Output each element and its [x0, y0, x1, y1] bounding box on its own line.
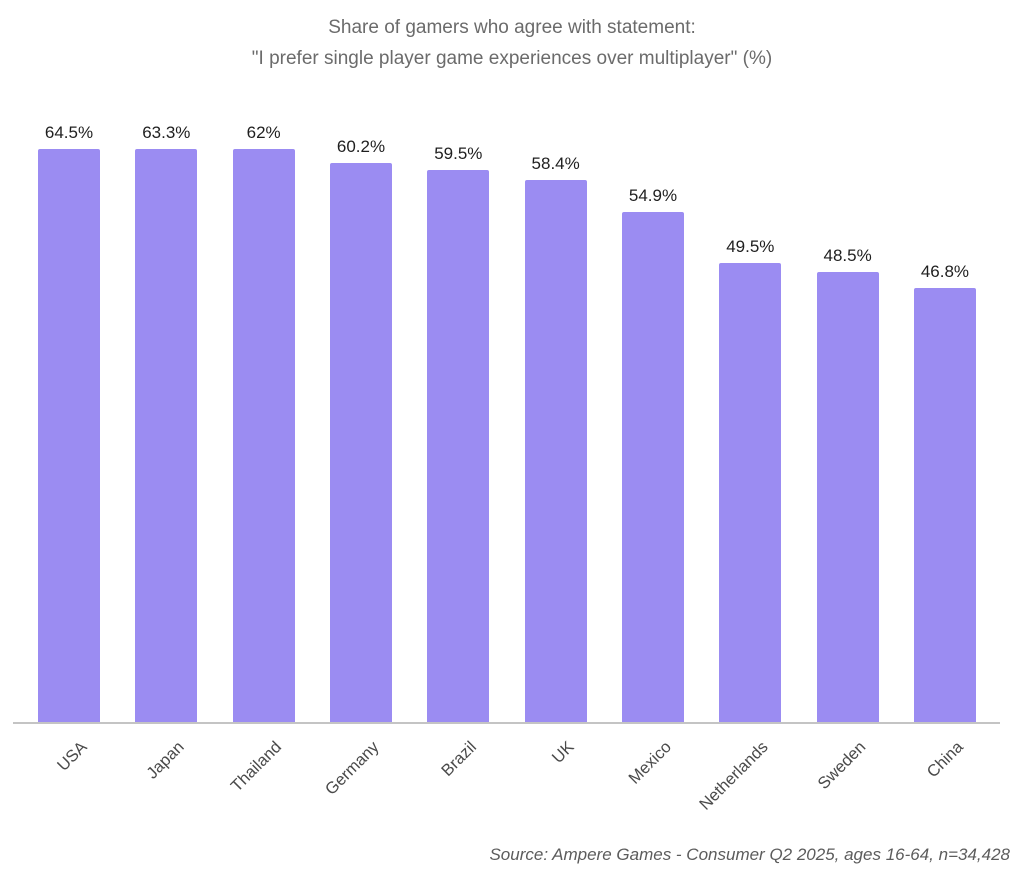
bar-slot: 62%	[232, 123, 295, 723]
x-label-cell: China	[914, 724, 976, 814]
bar-slot: 63.3%	[135, 123, 198, 723]
bar-slot: 58.4%	[524, 123, 587, 723]
bars-container: 64.5% 63.3% 62% 60.2% 59.5% 58.4% 54.9% 49.5% 48…	[38, 123, 976, 723]
bar-slot: 60.2%	[329, 123, 392, 723]
x-axis-line	[13, 722, 1000, 724]
bar-value-label: 59.5%	[434, 143, 483, 163]
source-note: Source: Ampere Games - Consumer Q2 2025,…	[489, 845, 1010, 864]
bar	[329, 163, 392, 723]
bar	[38, 149, 100, 723]
bar-value-label: 60.2%	[336, 137, 386, 156]
bar	[719, 262, 782, 723]
chart-title-line-1: Share of gamers who agree with statement…	[328, 17, 696, 38]
x-label-cell: Netherlands	[696, 724, 781, 814]
bar-value-label: 64.5%	[44, 123, 94, 142]
bar	[816, 271, 879, 723]
x-label-cell: Sweden	[814, 724, 879, 814]
bar-value-label: 62%	[246, 123, 281, 142]
x-label-cell: UK	[525, 724, 587, 814]
bar-value-label: 46.8%	[920, 261, 970, 281]
x-axis-label: Japan	[143, 738, 189, 783]
x-axis-label: Sweden	[814, 738, 870, 793]
bar-slot: 49.5%	[719, 123, 782, 723]
bar-value-label: 58.4%	[531, 153, 580, 173]
bar-value-label: 49.5%	[726, 236, 775, 256]
x-axis-label: Netherlands	[696, 738, 773, 814]
x-axis-label: Mexico	[625, 738, 675, 788]
bar-slot: 46.8%	[913, 123, 976, 723]
x-label-cell: Thailand	[228, 724, 295, 814]
x-label-cell: USA	[38, 724, 100, 814]
x-axis-labels: USA Japan Thailand Germany Brazil UK Mexico Net…	[38, 724, 976, 814]
bar	[621, 212, 684, 723]
bar-slot: 48.5%	[816, 123, 879, 723]
bar	[913, 287, 976, 723]
x-axis-label: Brazil	[438, 738, 481, 780]
x-label-cell: Brazil	[427, 724, 489, 814]
bar-slot: 59.5%	[427, 123, 490, 723]
plot-area: 64.5% 63.3% 62% 60.2% 59.5% 58.4% 54.9% 49.5% 48…	[38, 123, 976, 723]
x-axis-label: Thailand	[227, 738, 286, 796]
x-axis-label: China	[923, 738, 967, 782]
bar	[232, 149, 295, 723]
x-label-cell: Germany	[322, 724, 392, 814]
x-label-cell: Mexico	[622, 724, 684, 814]
x-axis-label: UK	[548, 738, 578, 767]
bar-value-label: 54.9%	[628, 186, 678, 206]
chart-title: Share of gamers who agree with statement…	[0, 12, 1024, 74]
bar	[135, 149, 198, 723]
bar	[524, 179, 587, 723]
bar-slot: 64.5%	[38, 123, 100, 723]
bar-value-label: 63.3%	[142, 123, 191, 142]
x-axis-label: Germany	[322, 738, 383, 799]
x-label-cell: Japan	[135, 724, 197, 814]
chart-title-line-2: "I prefer single player game experiences…	[251, 48, 773, 69]
x-axis-label: USA	[54, 738, 91, 775]
bar-value-label: 48.5%	[823, 245, 872, 265]
bar	[427, 169, 490, 723]
bar-slot: 54.9%	[621, 123, 684, 723]
